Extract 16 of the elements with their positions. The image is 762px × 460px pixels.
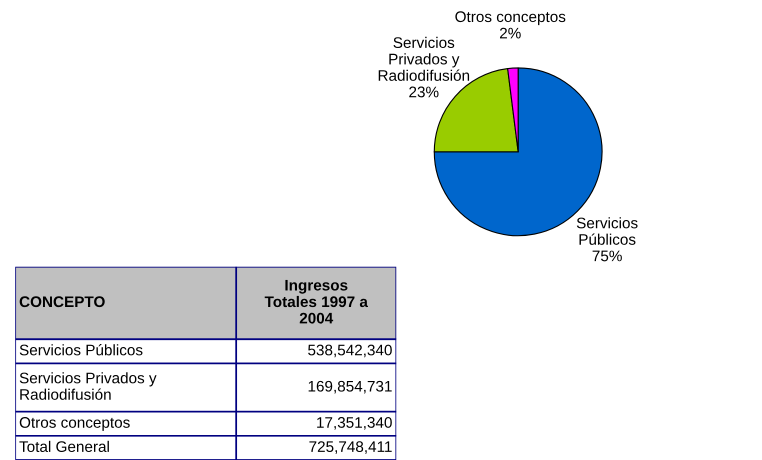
text: Otros conceptos <box>20 417 130 431</box>
slice-label: Otros conceptos <box>455 11 566 26</box>
data-label: 23% <box>409 86 439 98</box>
text: Servicios Privados y Radiodifusión <box>20 372 157 400</box>
text: 169,854,731 <box>308 380 392 394</box>
text: Ingresos Totales 1997 a 2004 <box>264 280 368 324</box>
data-label: 2% <box>500 28 521 38</box>
text: 725,748,411 <box>309 441 392 454</box>
text: CONCEPTO <box>20 296 105 308</box>
data-label: 75% <box>592 250 622 262</box>
text: 17,351,340 <box>317 417 392 430</box>
text: Total General <box>19 440 109 452</box>
slice-label: Servicios Privados y Radiodifusión <box>378 36 470 81</box>
text: Servicios Públicos <box>20 344 142 356</box>
text: 538,542,340 <box>308 344 392 358</box>
slice-label: Servicios Públicos <box>576 217 638 245</box>
